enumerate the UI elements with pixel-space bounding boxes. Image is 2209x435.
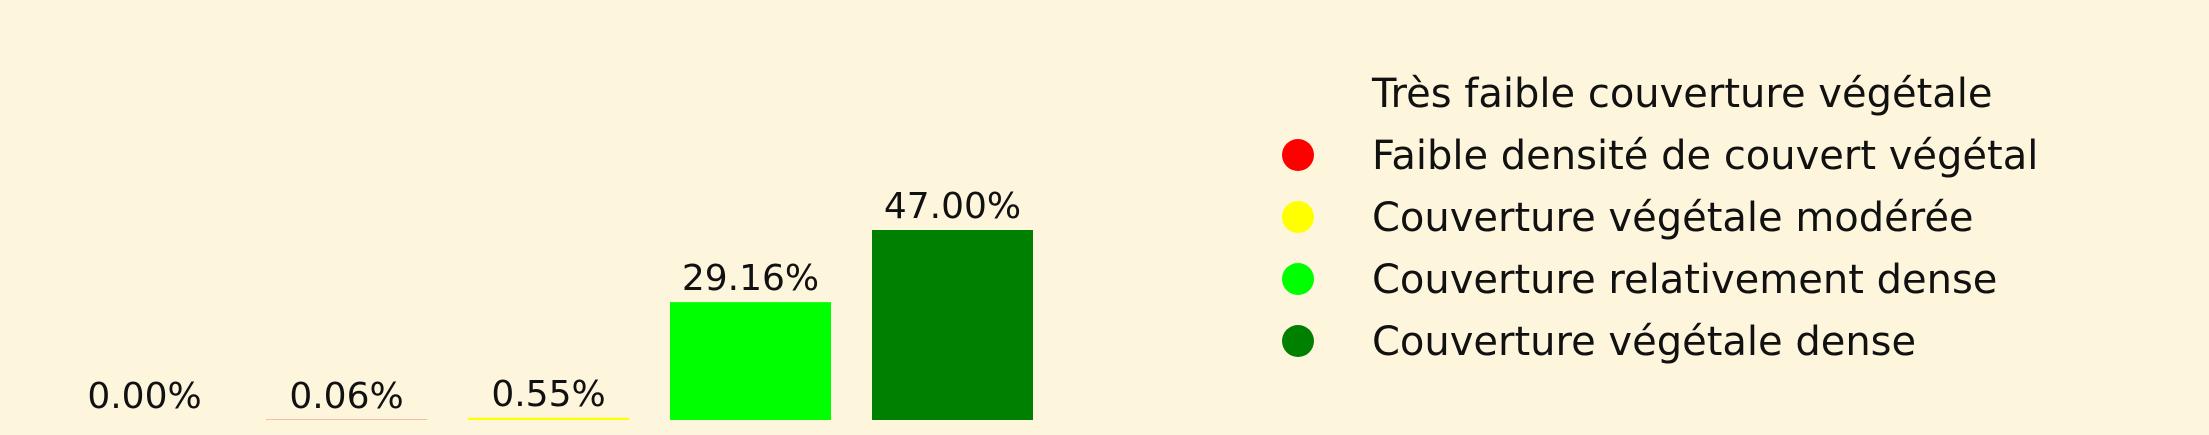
legend-label-4: Couverture relativement dense (1372, 257, 1997, 303)
legend-label-1: Très faible couverture végétale (1371, 71, 1993, 117)
bar-5 (872, 230, 1033, 420)
legend-label-2: Faible densité de couvert végétal (1372, 133, 2038, 179)
bar-3-value-label: 0.55% (491, 374, 605, 415)
legend: Très faible couverture végétale Faible de… (1282, 71, 2038, 365)
legend-marker-1 (1282, 77, 1314, 109)
bar-5-value-label: 47.00% (884, 186, 1021, 227)
data-labels-layer: 0.00% 0.06% 0.55% 29.16% 47.00% (87, 186, 1021, 417)
bar-3 (468, 417, 629, 420)
bar-4-value-label: 29.16% (682, 258, 819, 299)
bar-1-value-label: 0.00% (87, 376, 201, 417)
legend-label-3: Couverture végétale modérée (1372, 195, 1974, 241)
bar-2-value-label: 0.06% (289, 376, 403, 417)
legend-marker-3 (1282, 201, 1314, 233)
legend-label-5: Couverture végétale dense (1372, 319, 1916, 365)
bar-4 (670, 302, 831, 420)
bars-layer (266, 230, 1033, 420)
legend-marker-2 (1282, 139, 1314, 171)
legend-marker-4 (1282, 263, 1314, 295)
legend-marker-5 (1282, 325, 1314, 357)
